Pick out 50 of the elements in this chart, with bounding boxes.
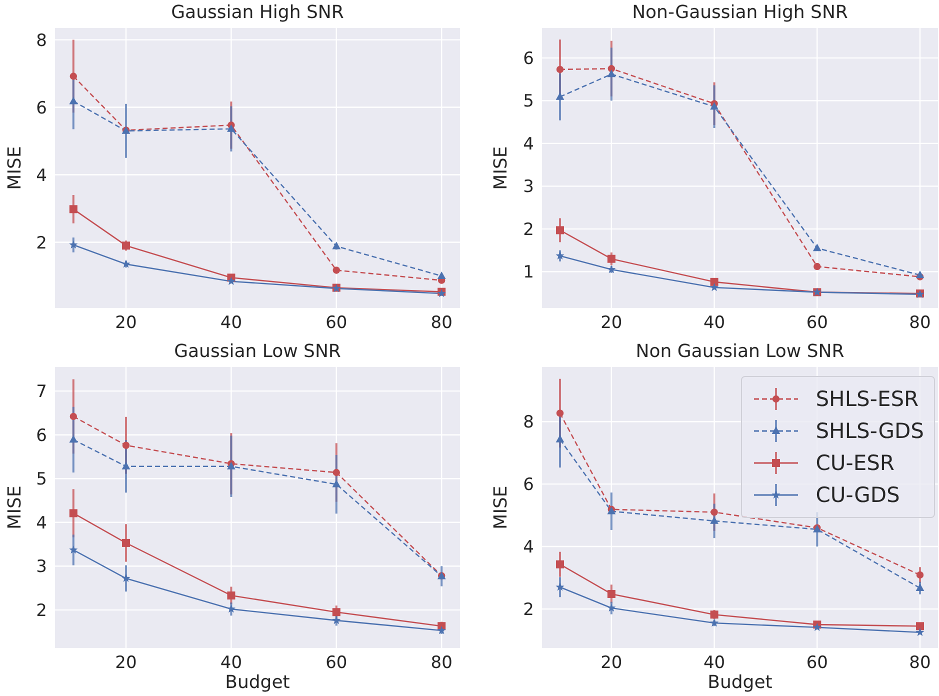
y-tick-label: 6 <box>523 48 534 69</box>
y-tick-label: 2 <box>523 220 534 240</box>
x-tick-label: 80 <box>909 313 931 334</box>
x-tick-label: 20 <box>115 653 137 674</box>
legend-label: SHLS-GDS <box>816 419 924 443</box>
legend-label: CU-ESR <box>816 451 895 475</box>
y-tick-label: 7 <box>36 382 47 402</box>
x-tick-label: 40 <box>703 313 726 334</box>
chart-title: Gaussian High SNR <box>170 2 345 23</box>
x-tick-label: 40 <box>703 653 726 674</box>
y-tick-label: 1 <box>523 262 534 283</box>
y-tick-label: 3 <box>523 177 534 198</box>
chart-title: Gaussian Low SNR <box>173 341 342 362</box>
y-tick-label: 4 <box>36 166 47 186</box>
x-tick-label: 20 <box>600 313 622 334</box>
y-tick-label: 6 <box>36 426 47 446</box>
x-axis-title: Budget <box>708 672 772 693</box>
y-axis-title: MISE <box>4 486 26 530</box>
y-tick-label: 2 <box>36 233 47 254</box>
y-tick-label: 2 <box>36 600 47 621</box>
y-tick-label: 6 <box>523 475 534 496</box>
y-tick-label: 5 <box>523 92 534 112</box>
chart-title: Non-Gaussian High SNR <box>631 2 849 23</box>
x-axis-title: Budget <box>225 672 290 693</box>
y-axis-title: MISE <box>490 146 512 190</box>
x-tick-label: 20 <box>115 313 137 334</box>
y-axis-title: MISE <box>490 486 512 530</box>
y-tick-label: 8 <box>523 412 534 433</box>
y-axis-title: MISE <box>4 146 26 190</box>
chart-title: Non Gaussian Low SNR <box>634 341 846 362</box>
legend-label: CU-GDS <box>816 483 900 507</box>
y-tick-label: 3 <box>36 557 47 578</box>
x-tick-label: 40 <box>220 653 242 674</box>
y-tick-label: 5 <box>36 470 47 490</box>
x-tick-label: 80 <box>430 313 452 334</box>
x-tick-label: 60 <box>326 313 348 334</box>
x-tick-label: 60 <box>806 653 828 674</box>
y-tick-label: 2 <box>523 600 534 620</box>
y-tick-label: 6 <box>36 98 47 118</box>
x-tick-label: 40 <box>220 313 242 334</box>
y-tick-label: 4 <box>523 134 534 154</box>
x-tick-label: 20 <box>600 653 622 674</box>
y-tick-label: 8 <box>36 30 47 51</box>
legend-label: SHLS-ESR <box>816 387 919 411</box>
y-tick-label: 4 <box>36 513 47 534</box>
y-tick-label: 4 <box>523 538 534 558</box>
x-tick-label: 80 <box>430 653 452 674</box>
x-tick-label: 80 <box>909 653 931 674</box>
x-tick-label: 60 <box>806 313 828 334</box>
x-tick-label: 60 <box>326 653 348 674</box>
